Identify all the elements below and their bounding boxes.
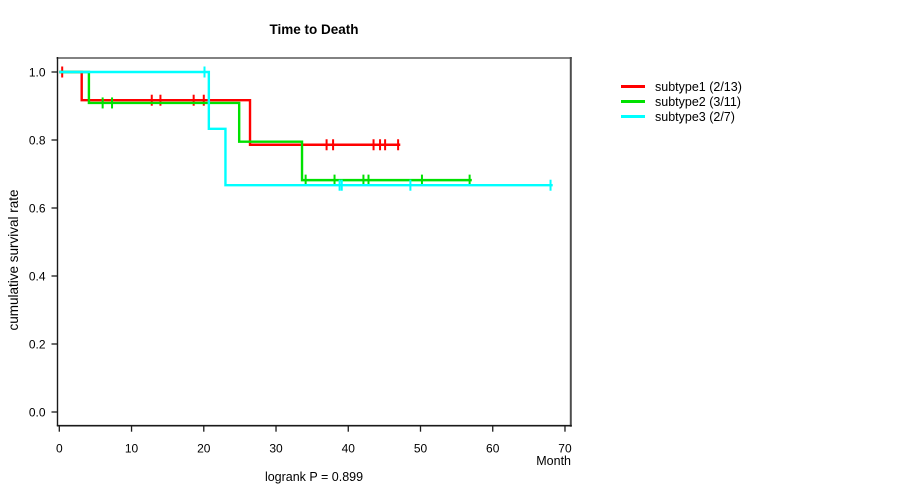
- legend-row-subtype3: subtype3 (2/7): [621, 109, 742, 124]
- y-tick-label: 0.0: [29, 405, 46, 419]
- y-axis-label: cumulative survival rate: [6, 189, 21, 331]
- x-tick-label: 40: [342, 442, 356, 456]
- legend-label-subtype3: subtype3 (2/7): [655, 109, 735, 124]
- x-tick-label: 50: [414, 442, 428, 456]
- legend-swatch-subtype1: [621, 85, 645, 88]
- legend: subtype1 (2/13) subtype2 (3/11) subtype3 (…: [621, 79, 742, 124]
- x-tick-label: 70: [558, 442, 572, 456]
- y-tick-label: 1.0: [29, 65, 46, 79]
- logrank-p-text: logrank P = 0.899: [264, 470, 364, 484]
- legend-label-subtype1: subtype1 (2/13): [655, 79, 742, 94]
- x-tick-label: 30: [269, 442, 283, 456]
- legend-row-subtype2: subtype2 (3/11): [621, 94, 742, 109]
- y-tick-label: 0.6: [29, 201, 46, 215]
- x-tick-label: 60: [486, 442, 500, 456]
- y-tick-label: 0.2: [29, 337, 46, 351]
- x-axis-label: Month: [536, 454, 571, 468]
- y-tick-label: 0.4: [29, 269, 46, 283]
- legend-label-subtype2: subtype2 (3/11): [655, 94, 741, 109]
- chart-title: Time to Death: [269, 22, 359, 37]
- survival-curve-subtype1: [59, 70, 401, 146]
- legend-swatch-subtype3: [621, 115, 645, 118]
- survival-curve-subtype3: [59, 70, 553, 187]
- x-tick-label: 20: [197, 442, 211, 456]
- x-tick-label: 0: [56, 442, 63, 456]
- legend-swatch-subtype2: [621, 100, 645, 103]
- x-tick-label: 10: [125, 442, 139, 456]
- legend-row-subtype1: subtype1 (2/13): [621, 79, 742, 94]
- survival-curve-subtype2: [59, 70, 472, 182]
- y-tick-label: 0.8: [29, 133, 46, 147]
